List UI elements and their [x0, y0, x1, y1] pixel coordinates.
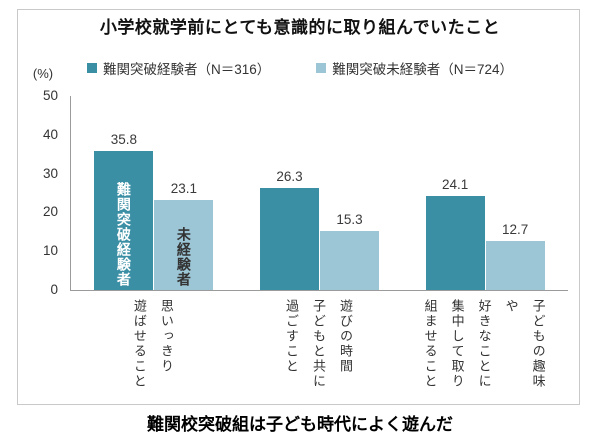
bar-value-label: 12.7	[502, 222, 529, 237]
legend-label: 難関突破未経験者（N＝724）	[332, 62, 514, 77]
x-axis-label: 思いっきり 遊ばせること	[131, 299, 174, 389]
bar	[425, 196, 485, 290]
bar	[320, 231, 379, 290]
legend-swatch	[86, 63, 97, 73]
y-tick-label: 0	[50, 282, 58, 297]
plot-area: 難関突破経験者 35.8 未経験者 23.1 26.3 15.3 24.1 12.7	[70, 96, 568, 291]
y-tick-label: 30	[42, 165, 58, 181]
bar-value-label: 35.8	[110, 132, 137, 147]
y-tick-label: 40	[42, 126, 58, 142]
bar-group: 26.3 15.3	[260, 96, 379, 290]
caption: 難関校突破組は子ども時代によく遊んだ	[147, 415, 453, 434]
x-axis-label: 遊びの時間 子どもと共に 過ごすこと	[284, 299, 353, 389]
bar-value-label: 15.3	[336, 212, 363, 227]
y-tick-label: 20	[42, 204, 58, 220]
x-axis-label: 子どもの趣味や 好きなことに 集中して取り 組ませること	[422, 299, 546, 389]
legend-label: 難関突破経験者（N＝316）	[102, 62, 271, 77]
legend: 難関突破経験者（N＝316） 難関突破未経験者（N＝724）	[0, 58, 600, 78]
bar-value-label: 23.1	[170, 181, 197, 196]
bar-value-label: 26.3	[276, 169, 303, 184]
bar	[260, 188, 319, 290]
x-axis-labels: 思いっきり 遊ばせること 遊びの時間 子どもと共に 過ごすこと 子どもの趣味や 好き…	[70, 299, 567, 401]
bar: 未経験者	[154, 200, 214, 290]
legend-swatch	[316, 63, 327, 73]
bar-group: 24.1 12.7	[425, 96, 545, 290]
y-tick-label: 50	[42, 88, 58, 103]
legend-item: 難関突破未経験者（N＝724）	[316, 58, 513, 78]
bar-annotation-label: 未経験者	[175, 227, 192, 287]
bar-group: 難関突破経験者 35.8 未経験者 23.1	[94, 96, 214, 290]
y-tick-label: 10	[42, 243, 58, 259]
bar-value-label: 24.1	[442, 177, 469, 192]
bar: 難関突破経験者	[94, 151, 154, 290]
bar-annotation-label: 難関突破経験者	[115, 182, 132, 287]
bar	[485, 241, 545, 290]
chart-title: 小学校就学前にとても意識的に取り組んでいたこと	[99, 18, 501, 37]
y-axis-unit-label: (%)	[32, 66, 54, 81]
legend-item: 難関突破経験者（N＝316）	[86, 58, 271, 78]
y-axis: 50 40 30 20 10 0	[0, 88, 58, 297]
